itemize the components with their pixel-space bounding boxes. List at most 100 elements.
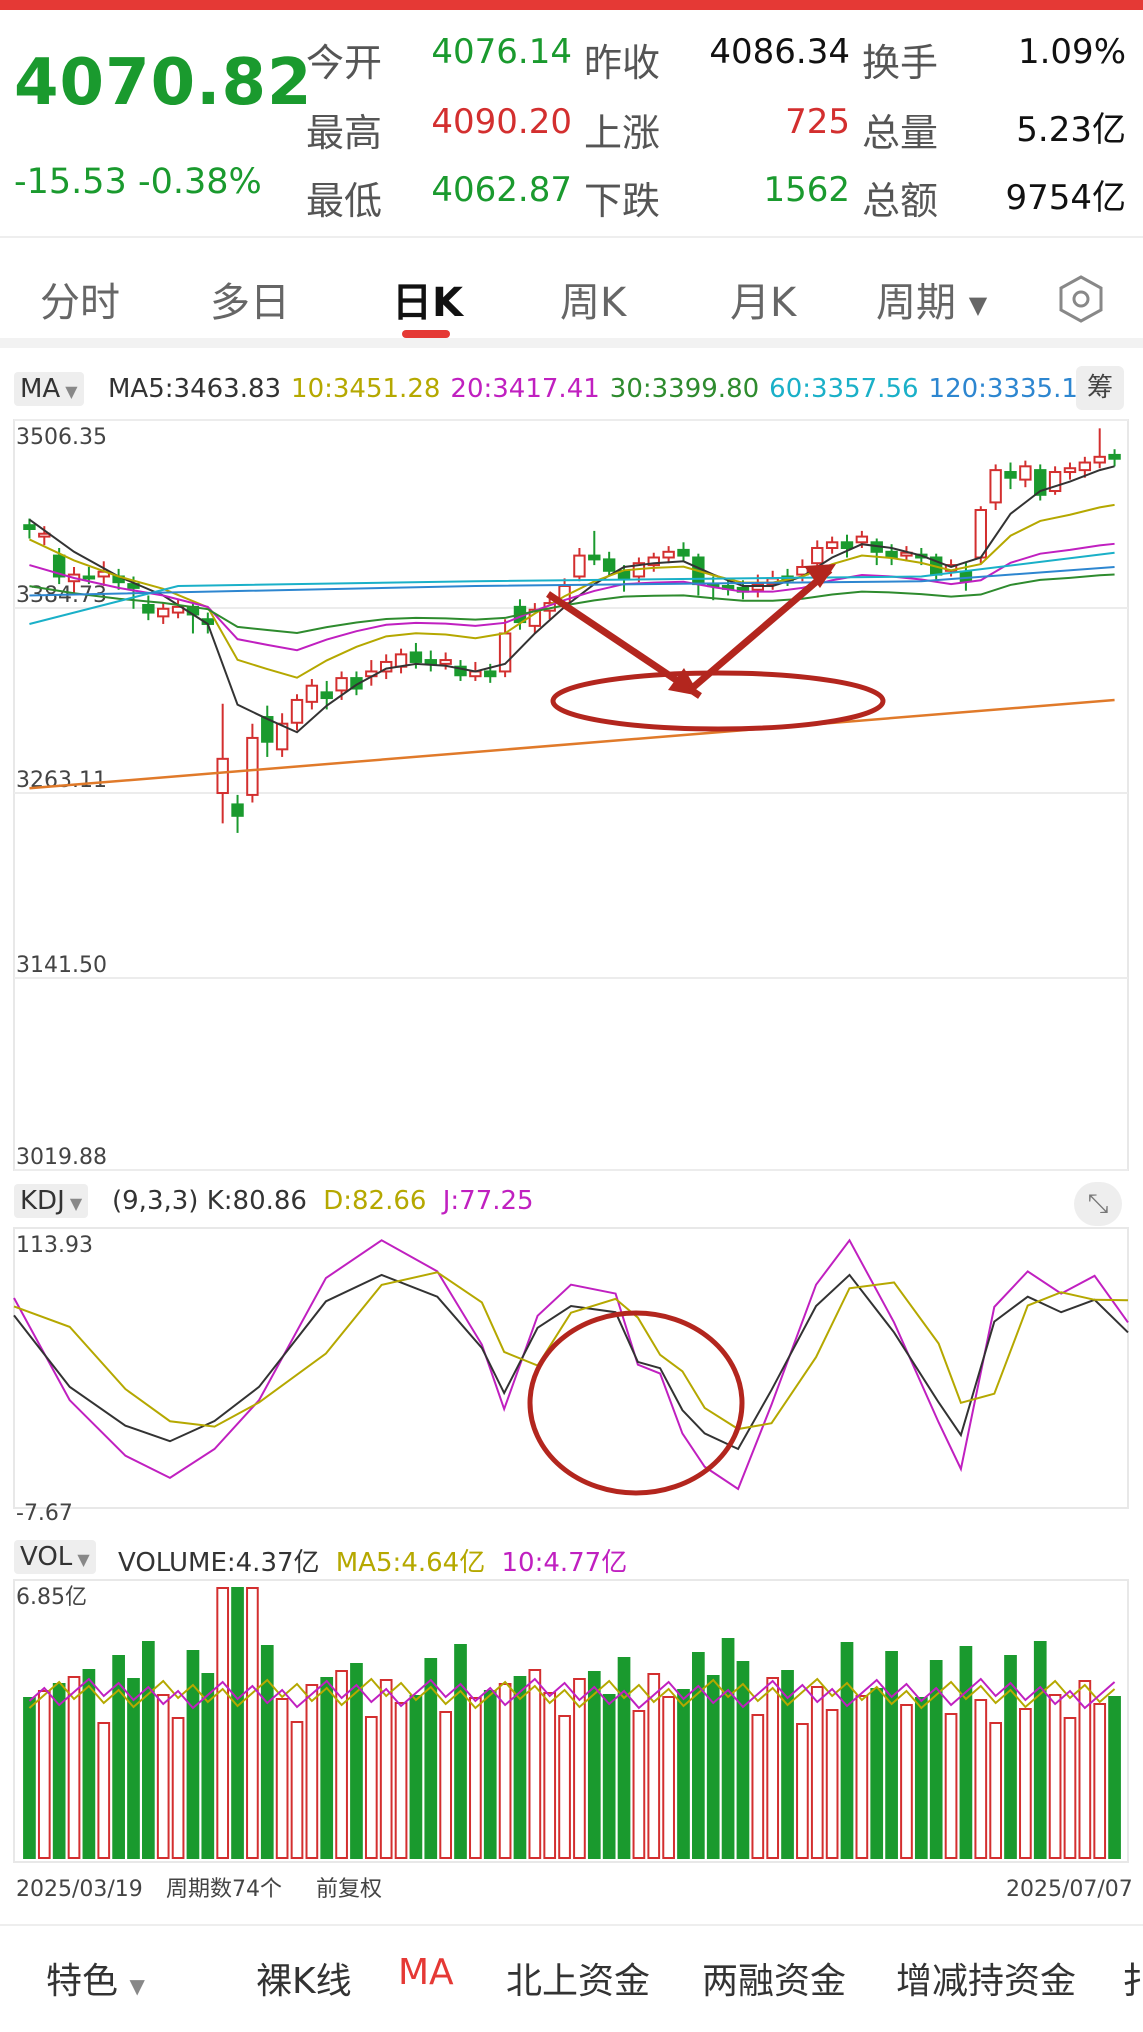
ma-legend-item: 60:3357.56 bbox=[769, 374, 919, 404]
volume-bar bbox=[424, 1658, 438, 1859]
volume-bar bbox=[662, 1696, 675, 1859]
volume-bar bbox=[647, 1673, 661, 1859]
chart-area[interactable]: 3506.35 3384.73 3263.11 3141.50 3019.88 113.9… bbox=[0, 358, 1143, 1918]
stat-label: 昨收 bbox=[584, 41, 661, 85]
bottom-tab-ma[interactable]: MA bbox=[398, 1952, 454, 1993]
volume-bar bbox=[543, 1692, 557, 1859]
tab-weekly-k[interactable]: 周K bbox=[560, 280, 627, 326]
stat-label: 今开 bbox=[306, 41, 383, 85]
volume-bar bbox=[67, 1676, 81, 1859]
volume-bar bbox=[156, 1694, 170, 1859]
bottom-tab-features[interactable]: 特色 ▼ bbox=[46, 1952, 145, 2004]
candle-body bbox=[246, 736, 259, 796]
volume-bar bbox=[364, 1716, 378, 1859]
vol-ma10: 10:4.77亿 bbox=[501, 1548, 628, 1578]
y-axis-label: 3506.35 bbox=[16, 425, 107, 450]
candle-body bbox=[1019, 465, 1032, 481]
bottom-tab-holding-change[interactable]: 增减持资金 bbox=[896, 1961, 1077, 2002]
volume-bar bbox=[900, 1704, 913, 1859]
candle-body bbox=[454, 665, 467, 677]
candle-body bbox=[840, 541, 854, 549]
x-axis-start: 2025/03/19 bbox=[16, 1877, 143, 1902]
ma120-line-blue bbox=[29, 565, 1115, 597]
tab-daily-k[interactable]: 日K bbox=[392, 280, 463, 326]
kdj-min-label: -7.67 bbox=[16, 1501, 73, 1526]
ma20-line bbox=[29, 542, 1115, 652]
candle-body bbox=[290, 698, 304, 724]
ma60-line bbox=[29, 551, 1115, 625]
stat-label: 总额 bbox=[862, 179, 939, 223]
ma-legend: MA5:3463.83 10:3451.28 20:3417.41 30:3399.8… bbox=[108, 374, 1104, 404]
volume-bar bbox=[260, 1645, 274, 1859]
tab-monthly-k[interactable]: 月K bbox=[730, 280, 797, 326]
ma-legend-item: MA5:3463.83 bbox=[108, 374, 282, 404]
vol-indicator-selector[interactable]: VOL ▼ bbox=[14, 1540, 96, 1574]
quote-header: 4070.82 -15.53 -0.38% 今开 4076.14 昨收 4086.34… bbox=[0, 10, 1143, 238]
vol-panel-frame bbox=[13, 1579, 1129, 1863]
volume-bar bbox=[914, 1697, 928, 1859]
tab-multiday[interactable]: 多日 bbox=[210, 280, 290, 326]
volume-bar bbox=[677, 1689, 690, 1859]
kdj-panel-frame bbox=[13, 1227, 1129, 1509]
bottom-tab-margin[interactable]: 两融资金 bbox=[702, 1961, 847, 2002]
change-value: -15.53 bbox=[14, 162, 127, 202]
volume-bar bbox=[439, 1711, 453, 1859]
kdj-params: (9,3,3) bbox=[112, 1186, 199, 1216]
candle-body bbox=[1063, 467, 1077, 474]
volume-bar bbox=[394, 1702, 408, 1859]
candle-body bbox=[275, 722, 289, 751]
kline-chart-svg[interactable]: 3506.353384.733263.113141.503019.88113.9… bbox=[0, 358, 1143, 1918]
volume-bar bbox=[1093, 1703, 1107, 1859]
candle-body bbox=[439, 659, 452, 665]
volume-bar bbox=[766, 1677, 780, 1859]
candle-body bbox=[484, 670, 497, 678]
tab-period-dropdown[interactable]: 周期 ▼ bbox=[876, 270, 987, 328]
stat-value: 725 bbox=[785, 102, 850, 142]
volume-bar bbox=[320, 1677, 334, 1859]
tab-intraday[interactable]: 分时 bbox=[40, 280, 120, 326]
volume-bar bbox=[974, 1699, 988, 1859]
volume-bar bbox=[692, 1652, 705, 1859]
candle-body bbox=[424, 659, 437, 665]
volume-bar bbox=[796, 1723, 809, 1859]
candlestick-series bbox=[23, 428, 1121, 833]
kdj-indicator-selector[interactable]: KDJ ▼ bbox=[14, 1184, 89, 1218]
volume-bar bbox=[1033, 1641, 1047, 1859]
change-percent: -0.38% bbox=[137, 162, 262, 202]
volume-bar bbox=[483, 1690, 497, 1859]
expand-icon[interactable]: ⤡ bbox=[1074, 1182, 1122, 1226]
candle-body bbox=[409, 651, 423, 663]
volume-bar bbox=[498, 1683, 512, 1859]
candle-body bbox=[588, 554, 601, 561]
main-panel-frame bbox=[13, 419, 1129, 1171]
volume-bar bbox=[37, 1690, 51, 1859]
x-axis-count: 周期数74个 bbox=[166, 1877, 282, 1902]
stat-value: 4062.87 bbox=[431, 170, 572, 210]
settings-hex-icon[interactable] bbox=[1056, 274, 1106, 324]
volume-bar bbox=[706, 1675, 720, 1859]
candle-body bbox=[811, 546, 824, 565]
vol-legend: VOLUME:4.37亿 MA5:4.64亿 10:4.77亿 bbox=[118, 1542, 627, 1579]
chart-grid: 3506.353384.733263.113141.503019.88113.9… bbox=[13, 419, 1133, 1902]
bottom-tab-overflow[interactable]: 扌 bbox=[1122, 1961, 1143, 2002]
candle-body bbox=[261, 716, 274, 743]
stat-value: 1.09% bbox=[1017, 32, 1126, 72]
chevron-down-icon: ▼ bbox=[129, 1974, 145, 1998]
bottom-tab-northbound[interactable]: 北上资金 bbox=[506, 1961, 651, 2002]
candle-body bbox=[959, 570, 973, 583]
volume-bar bbox=[469, 1697, 482, 1859]
candle-body bbox=[231, 803, 244, 817]
volume-bar bbox=[1078, 1680, 1092, 1859]
kdj-indicator bbox=[13, 1238, 1129, 1496]
chip-distribution-button[interactable]: 筹 bbox=[1076, 366, 1124, 410]
volume-bar bbox=[127, 1678, 140, 1859]
candle-body bbox=[1078, 461, 1092, 472]
bottom-tab-naked-k[interactable]: 裸K线 bbox=[256, 1961, 352, 2002]
candle-body bbox=[1093, 455, 1106, 464]
ma-indicator-selector[interactable]: MA ▼ bbox=[14, 372, 84, 406]
volume-bar bbox=[1063, 1717, 1077, 1859]
volume-bar bbox=[335, 1670, 348, 1859]
stat-value: 9754亿 bbox=[1005, 178, 1126, 218]
ma30-line bbox=[29, 573, 1115, 634]
volume-bar bbox=[275, 1698, 289, 1859]
